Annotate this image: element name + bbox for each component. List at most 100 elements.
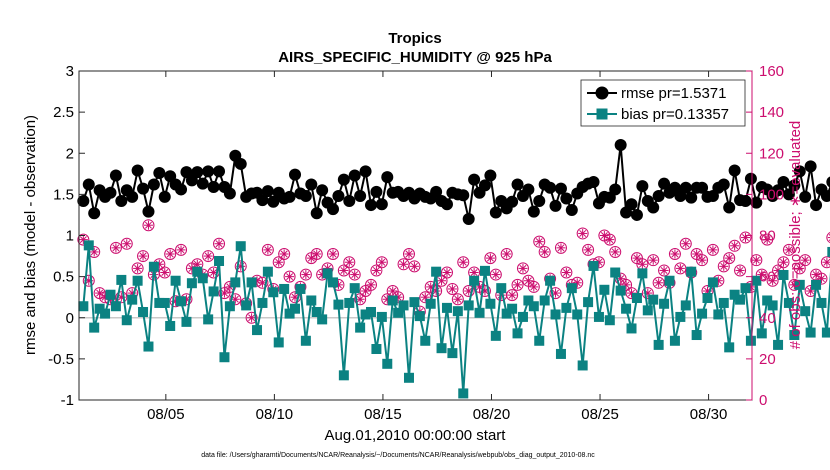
bias-point xyxy=(599,284,610,295)
obs-possible-point xyxy=(706,243,719,256)
bias-point xyxy=(621,303,632,314)
bias-point xyxy=(159,297,170,308)
obs-evaluated-point xyxy=(561,268,571,278)
rmse-point xyxy=(158,190,171,203)
bias-point xyxy=(534,335,545,346)
obs-evaluated-point xyxy=(344,257,354,267)
obs-possible-point xyxy=(734,264,747,277)
obs-possible-point xyxy=(261,243,274,256)
right-tick-label: 40 xyxy=(759,310,776,327)
rmse-point xyxy=(142,205,155,218)
obs-possible-point xyxy=(500,248,513,261)
bias-point xyxy=(290,303,301,314)
right-tick-label: 120 xyxy=(759,145,784,162)
bias-point xyxy=(702,293,713,304)
bias-point xyxy=(545,275,556,286)
bias-point xyxy=(490,330,501,341)
bias-point xyxy=(778,269,789,280)
bias-point xyxy=(642,305,653,316)
obs-possible-point xyxy=(739,231,752,244)
obs-evaluated-point xyxy=(768,276,778,286)
obs-evaluated-point xyxy=(778,257,788,267)
bias-point xyxy=(105,289,116,300)
obs-evaluated-point xyxy=(800,255,810,265)
bias-point xyxy=(718,297,729,308)
bias-point xyxy=(295,283,306,294)
obs-possible-point xyxy=(516,262,529,275)
bias-point xyxy=(729,289,740,300)
chart-title: Tropics xyxy=(388,30,441,47)
obs-possible-point xyxy=(299,268,312,281)
rmse-point xyxy=(527,205,540,218)
obs-evaluated-point xyxy=(491,270,501,280)
obs-possible-point xyxy=(202,250,215,263)
obs-possible-point xyxy=(826,232,830,244)
obs-possible-point xyxy=(761,233,774,246)
obs-evaluated-point xyxy=(534,237,544,247)
obs-evaluated-point xyxy=(659,265,669,275)
obs-evaluated-point xyxy=(648,255,658,265)
rmse-point xyxy=(289,168,302,181)
obs-possible-point xyxy=(777,256,790,269)
right-tick-label: 60 xyxy=(759,269,776,286)
obs-evaluated-point xyxy=(377,257,387,267)
obs-possible-point xyxy=(620,278,633,291)
bias-point xyxy=(566,283,577,294)
rmse-point xyxy=(696,181,709,194)
bias-point xyxy=(452,306,463,317)
bias-point xyxy=(550,309,561,320)
bias-point xyxy=(181,316,192,327)
obs-possible-point xyxy=(549,287,562,300)
obs-evaluated-point xyxy=(637,259,647,269)
bias-point xyxy=(273,337,284,348)
bias-point xyxy=(360,309,371,320)
rmse-point xyxy=(717,178,730,191)
bias-point xyxy=(463,300,474,311)
obs-possible-point xyxy=(272,256,285,269)
obs-possible-point xyxy=(82,274,95,287)
rmse-point xyxy=(131,164,144,177)
rmse-point xyxy=(381,171,394,184)
bias-point xyxy=(94,303,105,314)
obs-possible-point xyxy=(348,268,361,281)
obs-possible-point xyxy=(755,268,768,281)
obs-possible-point xyxy=(137,250,150,263)
x-tick-label: 08/05 xyxy=(147,406,185,423)
rmse-point xyxy=(213,165,226,178)
bias-point xyxy=(300,335,311,346)
obs-evaluated-point xyxy=(523,276,533,286)
bias-point xyxy=(583,297,594,308)
obs-possible-point xyxy=(506,289,519,302)
rmse-point xyxy=(565,204,578,217)
obs-evaluated-point xyxy=(447,284,457,294)
left-tick-label: -0.5 xyxy=(48,351,74,368)
obs-evaluated-point xyxy=(404,249,414,259)
obs-possible-point xyxy=(647,254,660,267)
rmse-point xyxy=(283,190,296,203)
bias-point xyxy=(252,325,263,336)
bias-point xyxy=(409,297,420,308)
rmse-point xyxy=(343,194,356,207)
bias-point xyxy=(767,300,778,311)
right-tick-label: 0 xyxy=(759,392,767,409)
obs-evaluated-point xyxy=(95,288,105,298)
rmse-point xyxy=(256,194,269,207)
rmse-point xyxy=(750,196,763,209)
obs-evaluated-point xyxy=(122,239,132,249)
bias-point xyxy=(279,283,290,294)
obs-evaluated-point xyxy=(263,245,273,255)
rmse-point xyxy=(153,166,166,179)
bias-point xyxy=(393,307,404,318)
bias-point xyxy=(192,266,203,277)
rmse-point xyxy=(636,180,649,193)
bias-point xyxy=(154,297,165,308)
obs-possible-point xyxy=(446,282,459,295)
obs-evaluated-point xyxy=(724,253,734,263)
bias-point xyxy=(675,311,686,322)
rmse-point xyxy=(175,183,188,196)
bias-point xyxy=(78,301,89,312)
legend: rmse pr=1.5371 bias pr=0.13357 xyxy=(580,79,746,127)
obs-evaluated-point xyxy=(453,294,463,304)
bias-point xyxy=(469,275,480,286)
